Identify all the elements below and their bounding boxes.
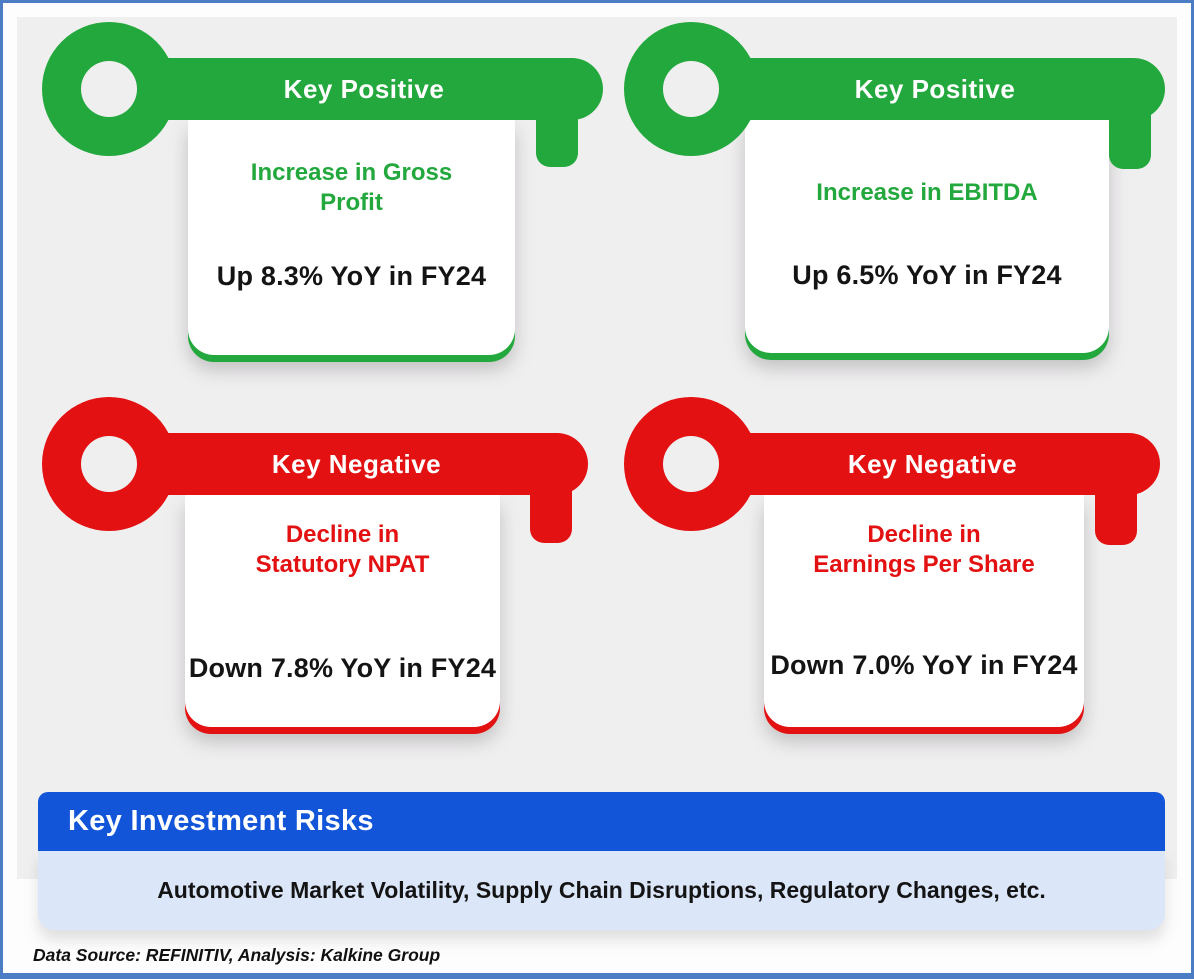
metric-title-line: Decline in [867, 521, 981, 548]
metric-card: Decline in Earnings Per Share Down 7.0% … [764, 490, 1084, 727]
key-banner-label: Key Positive [854, 73, 1016, 104]
metric-value: Down 7.8% YoY in FY24 [188, 653, 497, 684]
metric-value: Down 7.0% YoY in FY24 [770, 650, 1078, 681]
metric-title-line: Increase in EBITDA [816, 179, 1038, 206]
key-banner: Key Negative [125, 433, 588, 495]
key-tooth-icon [1095, 490, 1137, 545]
key-ring-icon [42, 397, 176, 531]
metric-title: Decline in Statutory NPAT [256, 520, 430, 580]
metric-title: Increase in Gross Profit [251, 158, 452, 218]
key-ring-icon [624, 397, 758, 531]
metric-card: Decline in Statutory NPAT Down 7.8% YoY … [185, 490, 500, 727]
metric-title-line: Decline in [285, 521, 400, 548]
metric-title: Decline in Earnings Per Share [813, 520, 1034, 580]
metric-title-line: Increase in Gross [250, 159, 453, 186]
key-ring-icon [42, 22, 176, 156]
metric-title: Increase in EBITDA [816, 178, 1037, 208]
data-source-note: Data Source: REFINITIV, Analysis: Kalkin… [33, 945, 441, 965]
risks-header-title: Key Investment Risks [68, 805, 374, 837]
key-tooth-icon [536, 115, 578, 167]
risks-text: Automotive Market Volatility, Supply Cha… [157, 877, 1046, 903]
key-ring-icon [624, 22, 758, 156]
key-tooth-icon [530, 490, 572, 543]
metric-value: Up 8.3% YoY in FY24 [216, 261, 487, 292]
key-banner-label: Key Negative [271, 448, 442, 479]
key-banner: Key Positive [125, 58, 603, 120]
metric-title-line: Profit [320, 189, 383, 217]
key-banner-label: Key Negative [847, 448, 1018, 479]
risks-body: Automotive Market Volatility, Supply Cha… [38, 851, 1165, 930]
key-banner: Key Negative [705, 433, 1160, 495]
metric-title-line: Statutory NPAT [255, 551, 430, 579]
key-banner: Key Positive [705, 58, 1165, 120]
metric-card: Increase in EBITDA Up 6.5% YoY in FY24 [745, 115, 1109, 353]
metric-title-line: Earnings Per Share [813, 551, 1035, 579]
risks-header: Key Investment Risks [38, 792, 1165, 851]
metric-value: Up 6.5% YoY in FY24 [792, 260, 1062, 291]
key-tooth-icon [1109, 115, 1151, 169]
key-banner-label: Key Positive [283, 73, 445, 104]
metric-card: Increase in Gross Profit Up 8.3% YoY in … [188, 115, 515, 355]
